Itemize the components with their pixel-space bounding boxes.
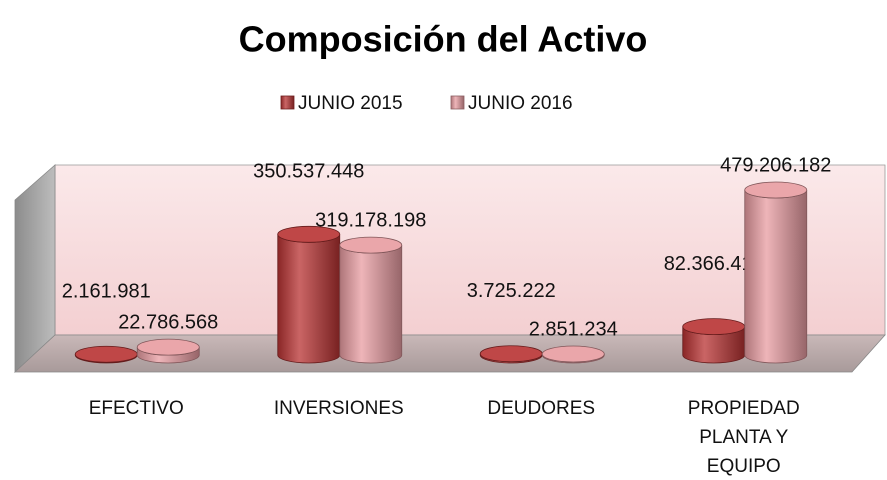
x-tick-label: PROPIEDAD PLANTA Y EQUIPO — [687, 398, 800, 477]
x-tick-label: EFECTIVO — [88, 398, 184, 419]
data-label: 82.366.416 — [664, 253, 764, 275]
legend-label: JUNIO 2015 — [298, 93, 403, 114]
bar — [744, 189, 808, 364]
data-label: 3.725.222 — [467, 280, 556, 302]
cylinder-top — [74, 345, 138, 363]
x-tick-label: DEUDORES — [487, 398, 596, 419]
cylinder-top — [277, 225, 341, 243]
data-label: 2.161.981 — [62, 281, 151, 303]
bar — [339, 245, 403, 364]
data-label: 479.206.182 — [720, 154, 831, 176]
cylinder-top — [541, 345, 605, 363]
data-label: 319.178.198 — [315, 209, 426, 231]
data-label: 350.537.448 — [253, 161, 364, 183]
legend-swatch — [450, 95, 465, 110]
cylinder-top — [682, 318, 746, 336]
cylinder-top — [744, 181, 808, 199]
cylinder-top — [479, 345, 543, 363]
x-tick-label: INVERSIONES — [273, 398, 404, 419]
floor — [13, 334, 886, 373]
chart-title: Composición del Activo — [239, 19, 648, 60]
cylinder-top — [339, 236, 403, 254]
cylinder-top — [136, 338, 200, 356]
data-label: 22.786.568 — [118, 311, 218, 333]
legend-swatch — [280, 95, 295, 110]
data-label: 2.851.234 — [529, 318, 618, 340]
legend-label: JUNIO 2016 — [468, 93, 573, 114]
bar — [277, 234, 341, 364]
